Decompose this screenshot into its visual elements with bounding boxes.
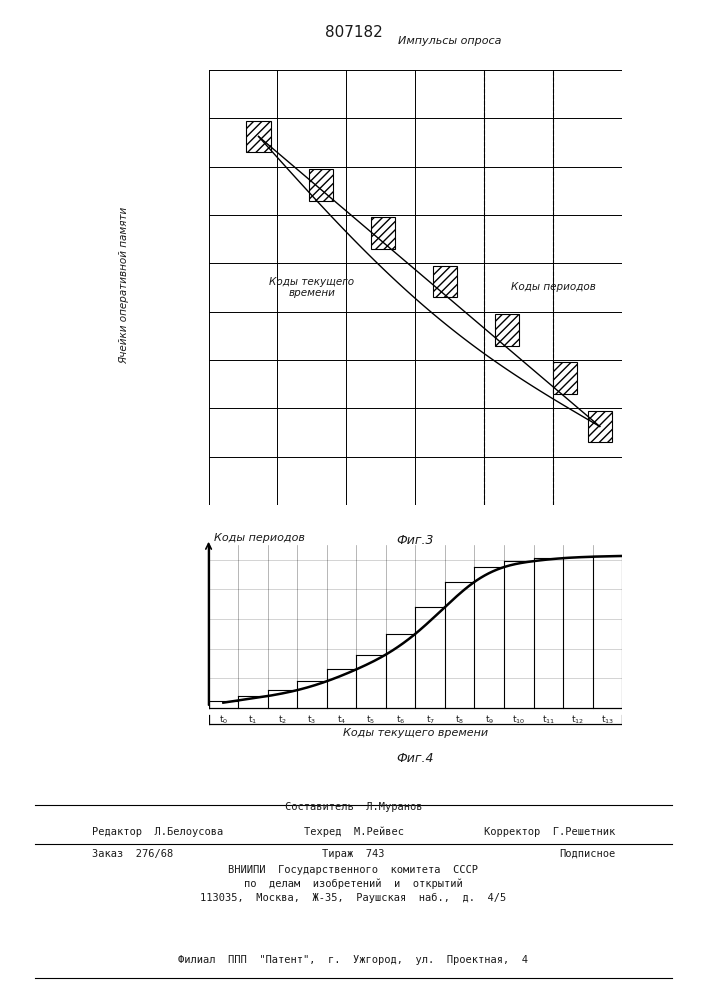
Text: Тираж  743: Тираж 743	[322, 849, 385, 859]
Bar	[553, 362, 578, 394]
Text: t$_{8}$: t$_{8}$	[455, 713, 464, 726]
Text: t$_{7}$: t$_{7}$	[426, 713, 435, 726]
Text: 807182: 807182	[325, 25, 382, 40]
Text: Фиг.4: Фиг.4	[397, 752, 434, 765]
Text: t$_{5}$: t$_{5}$	[366, 713, 375, 726]
Text: Фиг.3: Фиг.3	[397, 534, 434, 547]
Text: t$_{2}$: t$_{2}$	[278, 713, 287, 726]
Text: 113035,  Москва,  Ж-35,  Раушская  наб.,  д.  4/5: 113035, Москва, Ж-35, Раушская наб., д. …	[200, 893, 507, 903]
Text: t$_{4}$: t$_{4}$	[337, 713, 346, 726]
Text: Коды периодов: Коды периодов	[214, 533, 305, 543]
Text: Техред  М.Рейвес: Техред М.Рейвес	[303, 827, 404, 837]
Text: t$_{9}$: t$_{9}$	[484, 713, 493, 726]
Bar	[495, 314, 519, 346]
Bar	[588, 411, 612, 442]
Text: Коды текущего
времени: Коды текущего времени	[269, 277, 354, 298]
Text: Подписное: Подписное	[559, 849, 615, 859]
Bar	[370, 217, 395, 249]
Text: Ячейки оперативной памяти: Ячейки оперативной памяти	[119, 206, 129, 364]
Bar	[308, 169, 332, 200]
Text: t$_{1}$: t$_{1}$	[248, 713, 257, 726]
Text: Коды текущего времени: Коды текущего времени	[343, 728, 488, 738]
Text: t$_{10}$: t$_{10}$	[512, 713, 525, 726]
Text: ВНИИПИ  Государственного  комитета  СССР: ВНИИПИ Государственного комитета СССР	[228, 865, 479, 875]
Text: t$_{0}$: t$_{0}$	[218, 713, 228, 726]
Text: t$_{3}$: t$_{3}$	[308, 713, 317, 726]
Text: t$_{11}$: t$_{11}$	[542, 713, 555, 726]
Text: Филиал  ППП  "Патент",  г.  Ужгород,  ул.  Проектная,  4: Филиал ППП "Патент", г. Ужгород, ул. Про…	[178, 955, 529, 965]
Text: Заказ  276/68: Заказ 276/68	[92, 849, 173, 859]
Text: Импульсы опроса: Импульсы опроса	[398, 36, 501, 46]
Text: по  делам  изобретений  и  открытий: по делам изобретений и открытий	[244, 879, 463, 889]
Text: Корректор  Г.Решетник: Корректор Г.Решетник	[484, 827, 615, 837]
Bar	[247, 121, 271, 152]
Text: t$_{13}$: t$_{13}$	[601, 713, 614, 726]
Text: t$_{6}$: t$_{6}$	[396, 713, 405, 726]
Bar	[433, 266, 457, 297]
Text: Коды периодов: Коды периодов	[510, 282, 596, 292]
Text: Составитель  Л.Муранов: Составитель Л.Муранов	[285, 802, 422, 812]
Text: t$_{12}$: t$_{12}$	[571, 713, 585, 726]
Text: Редактор  Л.Белоусова: Редактор Л.Белоусова	[92, 827, 223, 837]
